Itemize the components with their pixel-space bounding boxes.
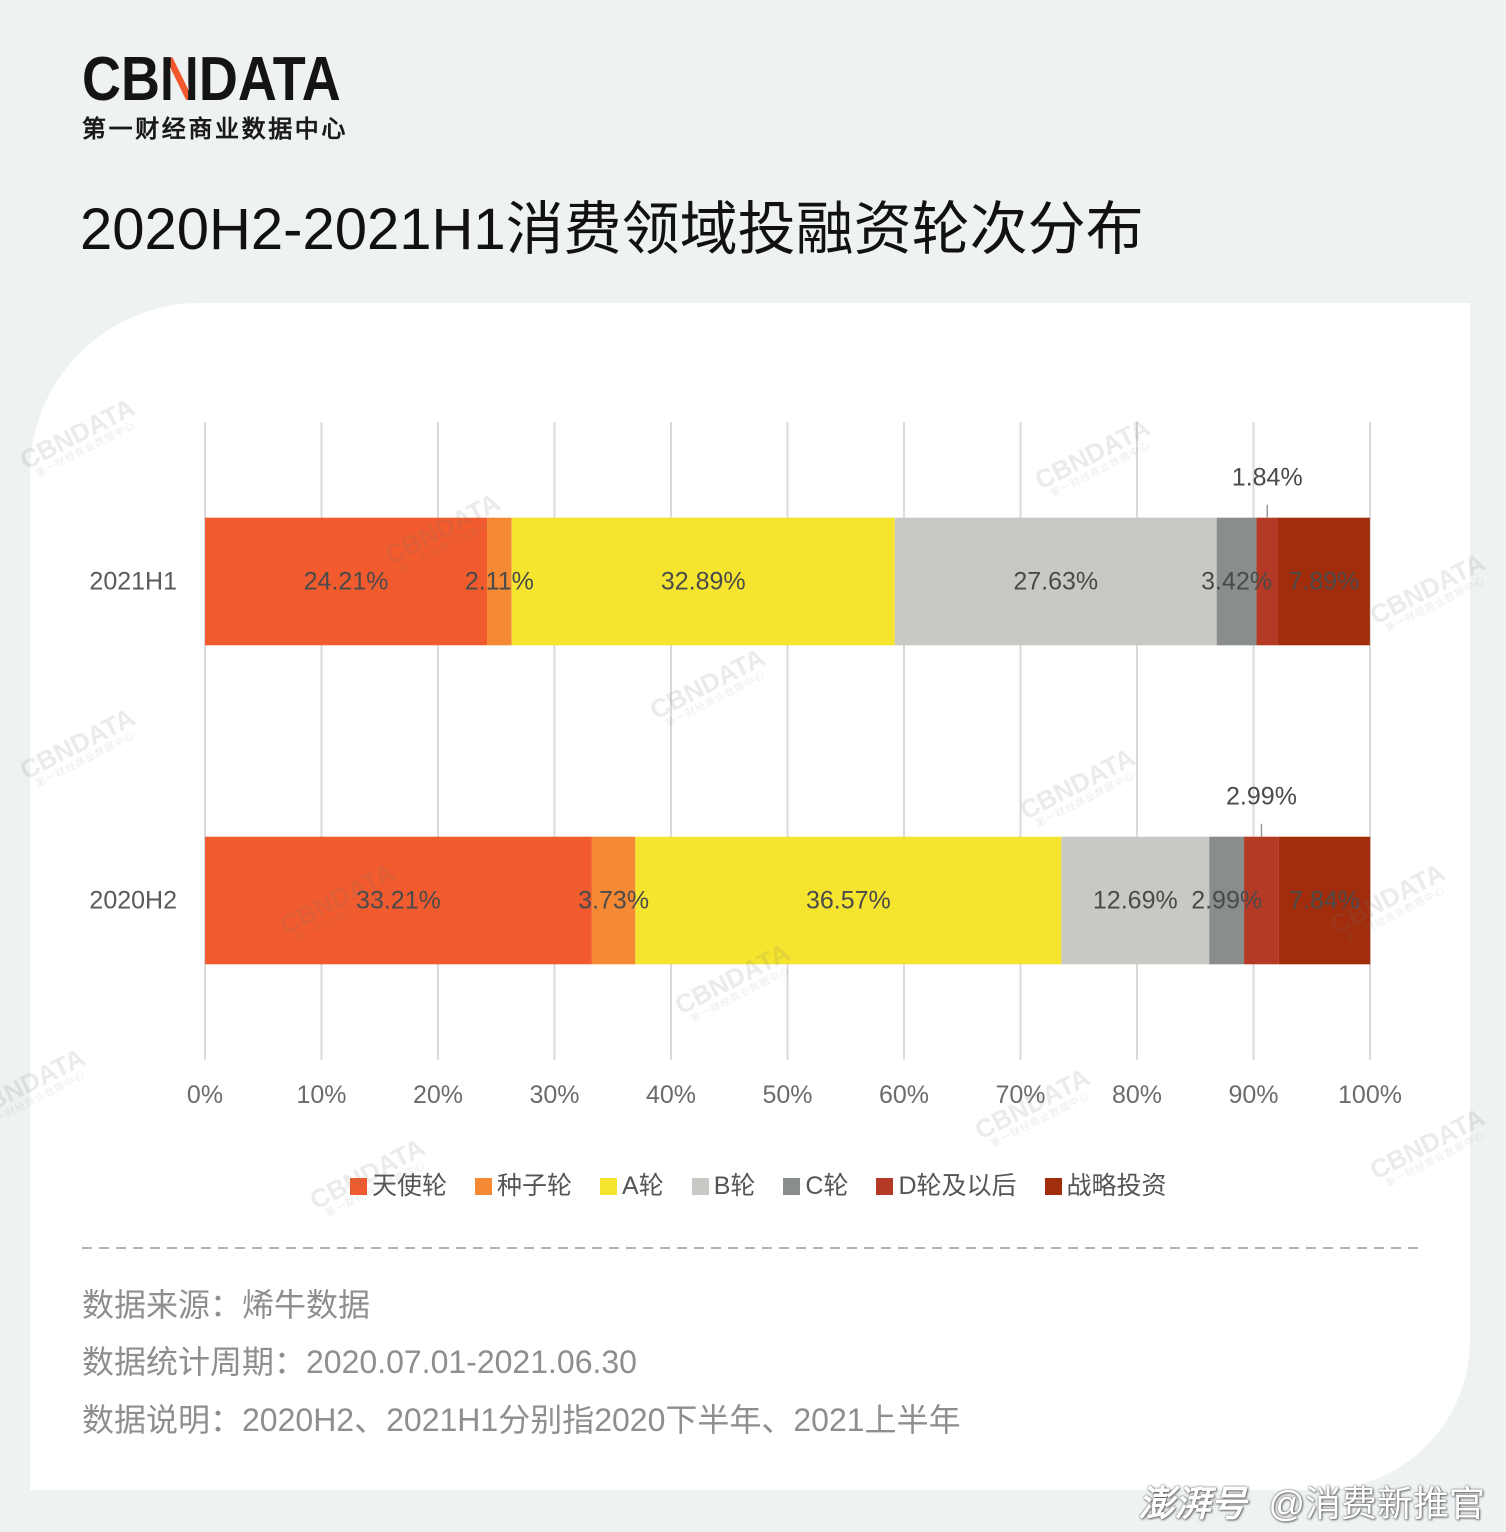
bar-segment: [1244, 836, 1279, 965]
legend-item: 种子轮: [475, 1168, 572, 1204]
legend-label: 战略投资: [1066, 1172, 1167, 1200]
data-label: 27.63%: [1013, 568, 1098, 596]
legend-swatch: [783, 1177, 801, 1195]
legend-item: 天使轮: [350, 1168, 447, 1204]
legend-item: B轮: [691, 1168, 756, 1204]
bar-segment: [205, 836, 592, 965]
legend-swatch: [475, 1177, 493, 1195]
legend-item: C轮: [783, 1168, 848, 1204]
category-label: 2021H1: [89, 568, 177, 596]
bar-segment: [1216, 517, 1257, 646]
legend-label: 种子轮: [497, 1172, 573, 1200]
chart-legend: 天使轮 种子轮 A轮 B轮 C轮 D轮及以后 战略投资: [350, 1168, 1167, 1204]
source-watermark: 澎湃号 @消费新推官: [1138, 1484, 1485, 1524]
x-tick-label: 60%: [879, 1081, 929, 1109]
logo-letter: C: [82, 45, 121, 114]
footer-source: 数据来源：烯牛数据: [82, 1287, 371, 1323]
x-tick-label: 90%: [1228, 1081, 1278, 1109]
category-label: 2020H2: [89, 887, 177, 915]
data-label: 33.21%: [356, 887, 441, 915]
logo-letter: D: [198, 45, 238, 114]
bar-segment: [1256, 517, 1278, 646]
logo-letter: B: [120, 45, 160, 114]
x-tick-label: 20%: [413, 1081, 463, 1109]
x-tick-label: 30%: [529, 1081, 579, 1109]
x-tick-label: 50%: [762, 1081, 812, 1109]
bar-segment: [1278, 836, 1371, 965]
data-label: 3.42%: [1201, 568, 1272, 596]
legend-swatch: [876, 1177, 894, 1195]
x-tick-label: 80%: [1112, 1081, 1162, 1109]
legend-item: A轮: [600, 1168, 664, 1204]
dashed-divider: [82, 1247, 1420, 1249]
legend-item: D轮及以后: [876, 1168, 1017, 1204]
data-label: 2.99%: [1191, 887, 1262, 915]
data-label: 2.11%: [465, 568, 534, 596]
data-label: 32.89%: [661, 568, 746, 596]
bar-segment: [1277, 517, 1370, 646]
legend-label: A轮: [622, 1172, 664, 1200]
chart-title: 2020H2-2021H1消费领域投融资轮次分布: [80, 197, 1144, 262]
legend-swatch: [691, 1177, 709, 1195]
x-tick-label: 0%: [187, 1081, 223, 1109]
footer-period: 数据统计周期：2020.07.01-2021.06.30: [82, 1344, 637, 1380]
data-label: 36.57%: [806, 887, 891, 915]
bar-segment: [487, 517, 512, 646]
legend-label: C轮: [805, 1172, 849, 1200]
stacked-bar-chart: 0% 10% 20% 30% 40% 50% 60% 70% 80% 90% 100% 2021H1 2…: [89, 422, 1402, 1109]
legend-label: D轮及以后: [898, 1172, 1017, 1200]
legend-label: B轮: [713, 1172, 756, 1200]
bar-segment: [1061, 836, 1210, 965]
x-tick-label: 100%: [1338, 1081, 1402, 1109]
bar-segment: [894, 517, 1217, 646]
data-label: 7.89%: [1288, 568, 1359, 596]
bar-segment: [635, 836, 1062, 965]
logo-tagline: 第一财经商业数据中心: [82, 116, 348, 143]
logo-letter: T: [272, 45, 302, 114]
logo-letter: A: [301, 45, 341, 114]
bar-segment: [1209, 836, 1245, 965]
data-label: 12.69%: [1093, 887, 1178, 915]
logo-letter: A: [237, 45, 273, 114]
data-label: 2.99%: [1226, 783, 1297, 811]
data-label: 7.84%: [1289, 887, 1360, 915]
legend-item: 战略投资: [1044, 1168, 1167, 1204]
cbndata-logo: CBNDATA: [82, 49, 341, 111]
legend-swatch: [1044, 1177, 1062, 1195]
footer-note: 数据说明：2020H2、2021H1分别指2020下半年、2021上半年: [82, 1402, 961, 1438]
legend-swatch: [600, 1177, 618, 1195]
bar-segment: [511, 517, 895, 646]
logo-letter-accent: N: [159, 45, 199, 114]
bar-segment: [205, 517, 488, 646]
source-watermark-handle: @消费新推官: [1268, 1483, 1485, 1524]
bar-segment: [591, 836, 636, 965]
x-tick-label: 10%: [296, 1081, 346, 1109]
x-tick-label: 70%: [995, 1081, 1045, 1109]
data-label: 3.73%: [578, 887, 649, 915]
data-label: 1.84%: [1232, 464, 1303, 492]
source-watermark-logo: 澎湃号: [1138, 1483, 1247, 1524]
data-label: 24.21%: [304, 568, 389, 596]
x-tick-label: 40%: [646, 1081, 696, 1109]
legend-label: 天使轮: [372, 1172, 448, 1200]
legend-swatch: [350, 1177, 367, 1195]
